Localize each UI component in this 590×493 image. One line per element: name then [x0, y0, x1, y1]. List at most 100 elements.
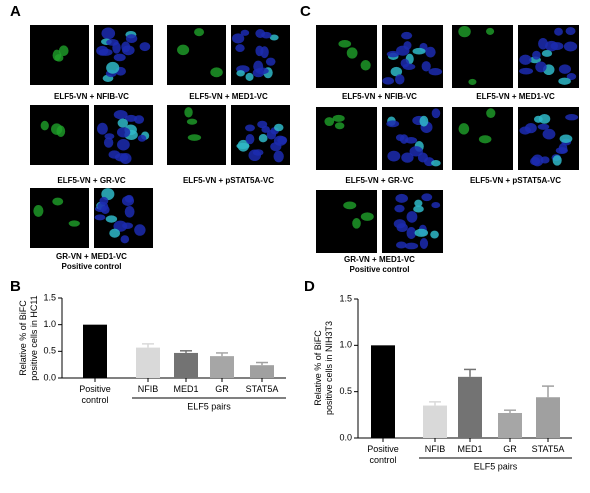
image-caption: ELF5-VN + MED1-VC [189, 92, 268, 101]
bar [83, 324, 107, 378]
image-caption: GR-VN + MED1-VC [344, 255, 415, 264]
cell [401, 31, 413, 40]
cell [245, 124, 255, 132]
cell [431, 159, 441, 167]
x-tick-label: MED1 [173, 384, 199, 394]
cell [395, 134, 405, 142]
cell [387, 150, 401, 162]
cell [421, 193, 433, 202]
cell [396, 45, 410, 56]
x-tick-label-box: Positive control [79, 384, 111, 405]
cell [106, 38, 119, 46]
cell [558, 64, 571, 74]
cell [468, 78, 477, 85]
cell [395, 193, 409, 203]
image-caption: ELF5-VN + NFIB-VC [54, 92, 129, 101]
cell [352, 218, 361, 229]
x-tick-label-box: MED1 [457, 444, 482, 454]
cell [108, 150, 121, 159]
cell [390, 66, 403, 77]
x-tick-label-box: GR [215, 384, 229, 394]
cell [395, 74, 405, 85]
x-tick-label-box: NFIB [425, 444, 446, 454]
image-note: Positive control [349, 265, 409, 274]
cell [486, 27, 495, 35]
x-tick-label-box: MED1 [173, 384, 199, 394]
cell [419, 115, 429, 127]
cell [406, 211, 418, 223]
bar [458, 376, 482, 438]
cell [565, 114, 579, 121]
cell [360, 212, 374, 221]
micrograph [316, 25, 377, 88]
cell [109, 228, 121, 238]
cell [265, 57, 276, 66]
cell [253, 60, 264, 73]
cell [406, 227, 417, 239]
image-note: Positive control [61, 262, 121, 271]
image-caption: ELF5-VN + MED1-VC [476, 92, 555, 101]
cell [236, 70, 245, 77]
x-tick-label-box: Positive control [367, 444, 399, 465]
cell [117, 138, 130, 151]
cell [419, 238, 429, 250]
y-axis-label: Relative % of BiFC positive cells in HC1… [18, 295, 39, 381]
cell [133, 115, 145, 124]
cell [563, 41, 578, 52]
cell [559, 134, 573, 144]
panel-label: A [10, 3, 21, 20]
cell [134, 224, 146, 236]
cell [334, 122, 345, 130]
cell [255, 45, 264, 57]
cell [240, 29, 250, 36]
cell [394, 204, 405, 213]
cell [40, 120, 49, 131]
cell [122, 45, 135, 56]
cell [393, 219, 406, 229]
cell [404, 242, 419, 250]
cell [386, 120, 400, 128]
cell [56, 125, 66, 137]
cell [566, 73, 577, 81]
cell [338, 40, 352, 48]
cell [237, 139, 250, 152]
cell [542, 128, 556, 140]
cell [137, 134, 147, 142]
x-tick-label: GR [503, 444, 517, 454]
panel-label: C [300, 3, 311, 20]
cell [552, 155, 562, 166]
bar [371, 345, 395, 438]
image-caption: ELF5-VN + GR-VC [57, 176, 125, 185]
x-tick-label: STAT5A [245, 384, 279, 394]
cell [413, 205, 424, 213]
micrograph [316, 190, 377, 253]
cell [558, 77, 571, 85]
cell [117, 118, 128, 128]
cell [430, 230, 439, 239]
cell [478, 135, 492, 144]
y-axis-label-group: Relative % of BiFC positive cells in HC1… [18, 295, 39, 381]
cell [68, 220, 80, 227]
cell [52, 49, 62, 61]
cell [210, 67, 223, 78]
x-axis-label: ELF5 pairs [474, 461, 518, 471]
cell [524, 123, 537, 134]
cell [565, 27, 576, 36]
cell [120, 235, 130, 244]
cell [252, 149, 264, 156]
cell [545, 40, 558, 52]
cell [535, 61, 547, 73]
bar [210, 356, 234, 378]
cell [106, 61, 120, 74]
cell [519, 67, 534, 75]
cell [194, 28, 205, 37]
cell [277, 136, 288, 145]
cell [431, 108, 441, 119]
x-tick-label-box: GR [503, 444, 517, 454]
cell [458, 123, 470, 135]
cell [139, 42, 151, 52]
cell [261, 31, 272, 39]
image-caption: ELF5-VN + GR-VC [345, 176, 413, 185]
cell [400, 58, 410, 68]
